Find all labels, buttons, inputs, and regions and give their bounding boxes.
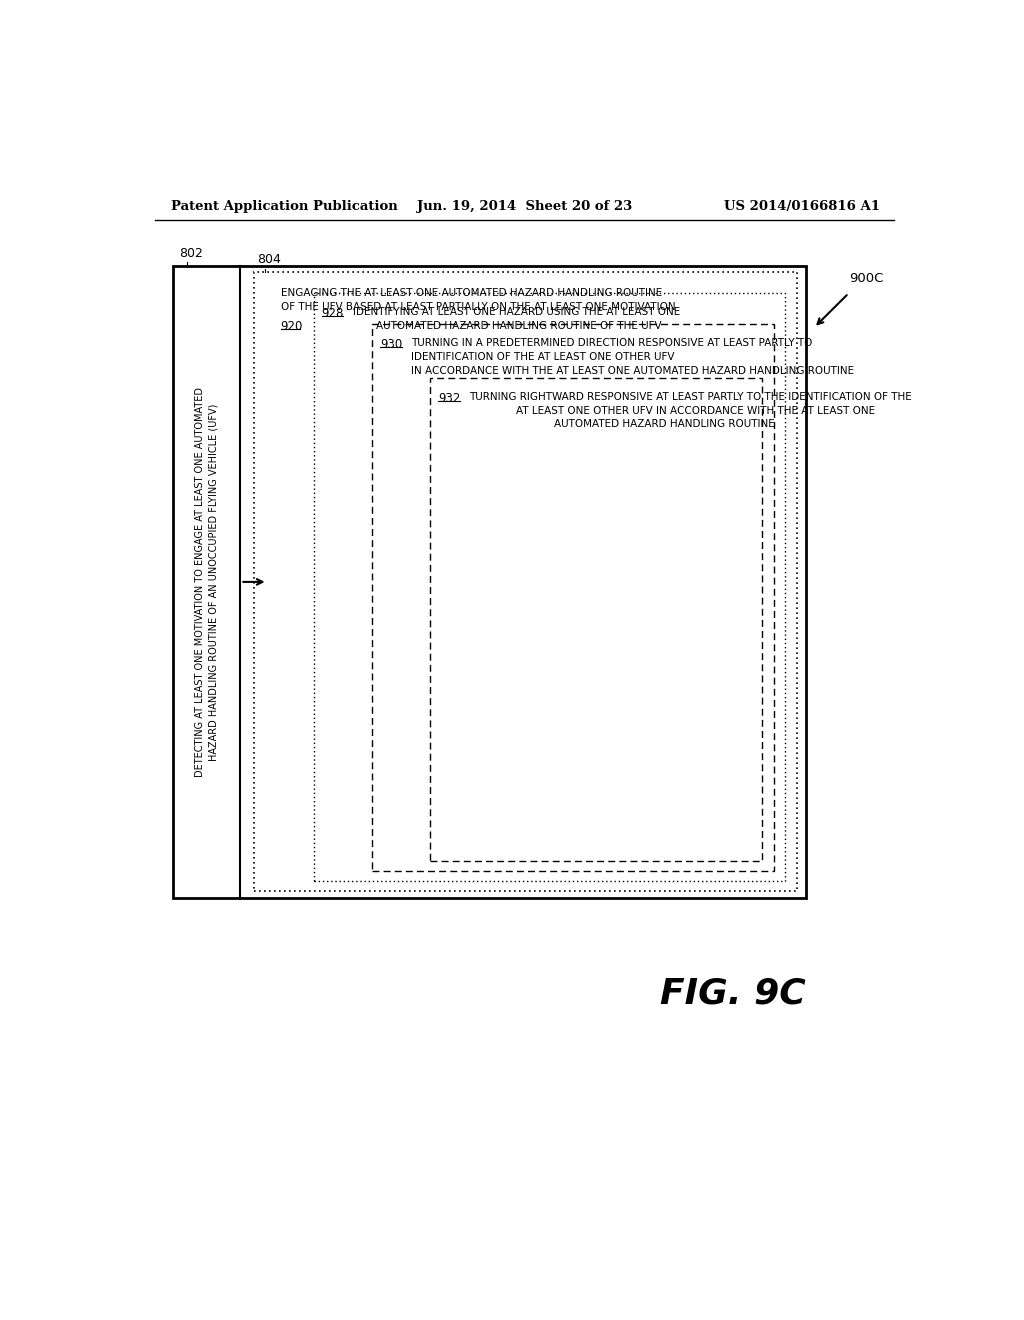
Text: 900C: 900C	[849, 272, 883, 285]
Text: AUTOMATED HAZARD HANDLING ROUTINE: AUTOMATED HAZARD HANDLING ROUTINE	[554, 420, 775, 429]
Text: FIG. 9C: FIG. 9C	[659, 977, 805, 1011]
Bar	[372, 323, 773, 871]
Text: IN ACCORDANCE WITH THE AT LEAST ONE AUTOMATED HAZARD HANDLING ROUTINE: IN ACCORDANCE WITH THE AT LEAST ONE AUTO…	[411, 366, 854, 375]
Text: IDENTIFICATION OF THE AT LEAST ONE OTHER UFV: IDENTIFICATION OF THE AT LEAST ONE OTHER…	[411, 351, 675, 362]
Text: Jun. 19, 2014  Sheet 20 of 23: Jun. 19, 2014 Sheet 20 of 23	[417, 199, 633, 213]
Text: ENGAGING THE AT LEAST ONE AUTOMATED HAZARD HANDLING ROUTINE: ENGAGING THE AT LEAST ONE AUTOMATED HAZA…	[281, 288, 662, 298]
Text: 804: 804	[257, 253, 282, 267]
Text: 802: 802	[179, 247, 203, 260]
Bar	[254, 272, 797, 891]
Bar	[430, 378, 762, 861]
Text: AUTOMATED HAZARD HANDLING ROUTINE OF THE UFV: AUTOMATED HAZARD HANDLING ROUTINE OF THE…	[376, 321, 662, 331]
Text: 930: 930	[380, 338, 402, 351]
Text: Patent Application Publication: Patent Application Publication	[171, 199, 397, 213]
Text: IDENTIFYING AT LEAST ONE HAZARD USING THE AT LEAST ONE: IDENTIFYING AT LEAST ONE HAZARD USING TH…	[352, 308, 680, 317]
Bar	[314, 293, 785, 880]
Text: 932: 932	[438, 392, 461, 405]
Text: US 2014/0166816 A1: US 2014/0166816 A1	[724, 199, 880, 213]
Text: 920: 920	[281, 321, 303, 333]
Text: TURNING RIGHTWARD RESPONSIVE AT LEAST PARTLY TO THE IDENTIFICATION OF THE: TURNING RIGHTWARD RESPONSIVE AT LEAST PA…	[469, 392, 911, 401]
Text: OF THE UFV BASED AT LEAST PARTIALLY ON THE AT LEAST ONE MOTIVATION: OF THE UFV BASED AT LEAST PARTIALLY ON T…	[281, 302, 675, 312]
Text: TURNING IN A PREDETERMINED DIRECTION RESPONSIVE AT LEAST PARTLY TO: TURNING IN A PREDETERMINED DIRECTION RES…	[411, 338, 812, 347]
Text: 928: 928	[322, 308, 344, 319]
Text: AT LEAST ONE OTHER UFV IN ACCORDANCE WITH THE AT LEAST ONE: AT LEAST ONE OTHER UFV IN ACCORDANCE WIT…	[515, 405, 874, 416]
Bar	[173, 267, 806, 898]
Text: DETECTING AT LEAST ONE MOTIVATION TO ENGAGE AT LEAST ONE AUTOMATED
HAZARD HANDLI: DETECTING AT LEAST ONE MOTIVATION TO ENG…	[195, 387, 218, 777]
